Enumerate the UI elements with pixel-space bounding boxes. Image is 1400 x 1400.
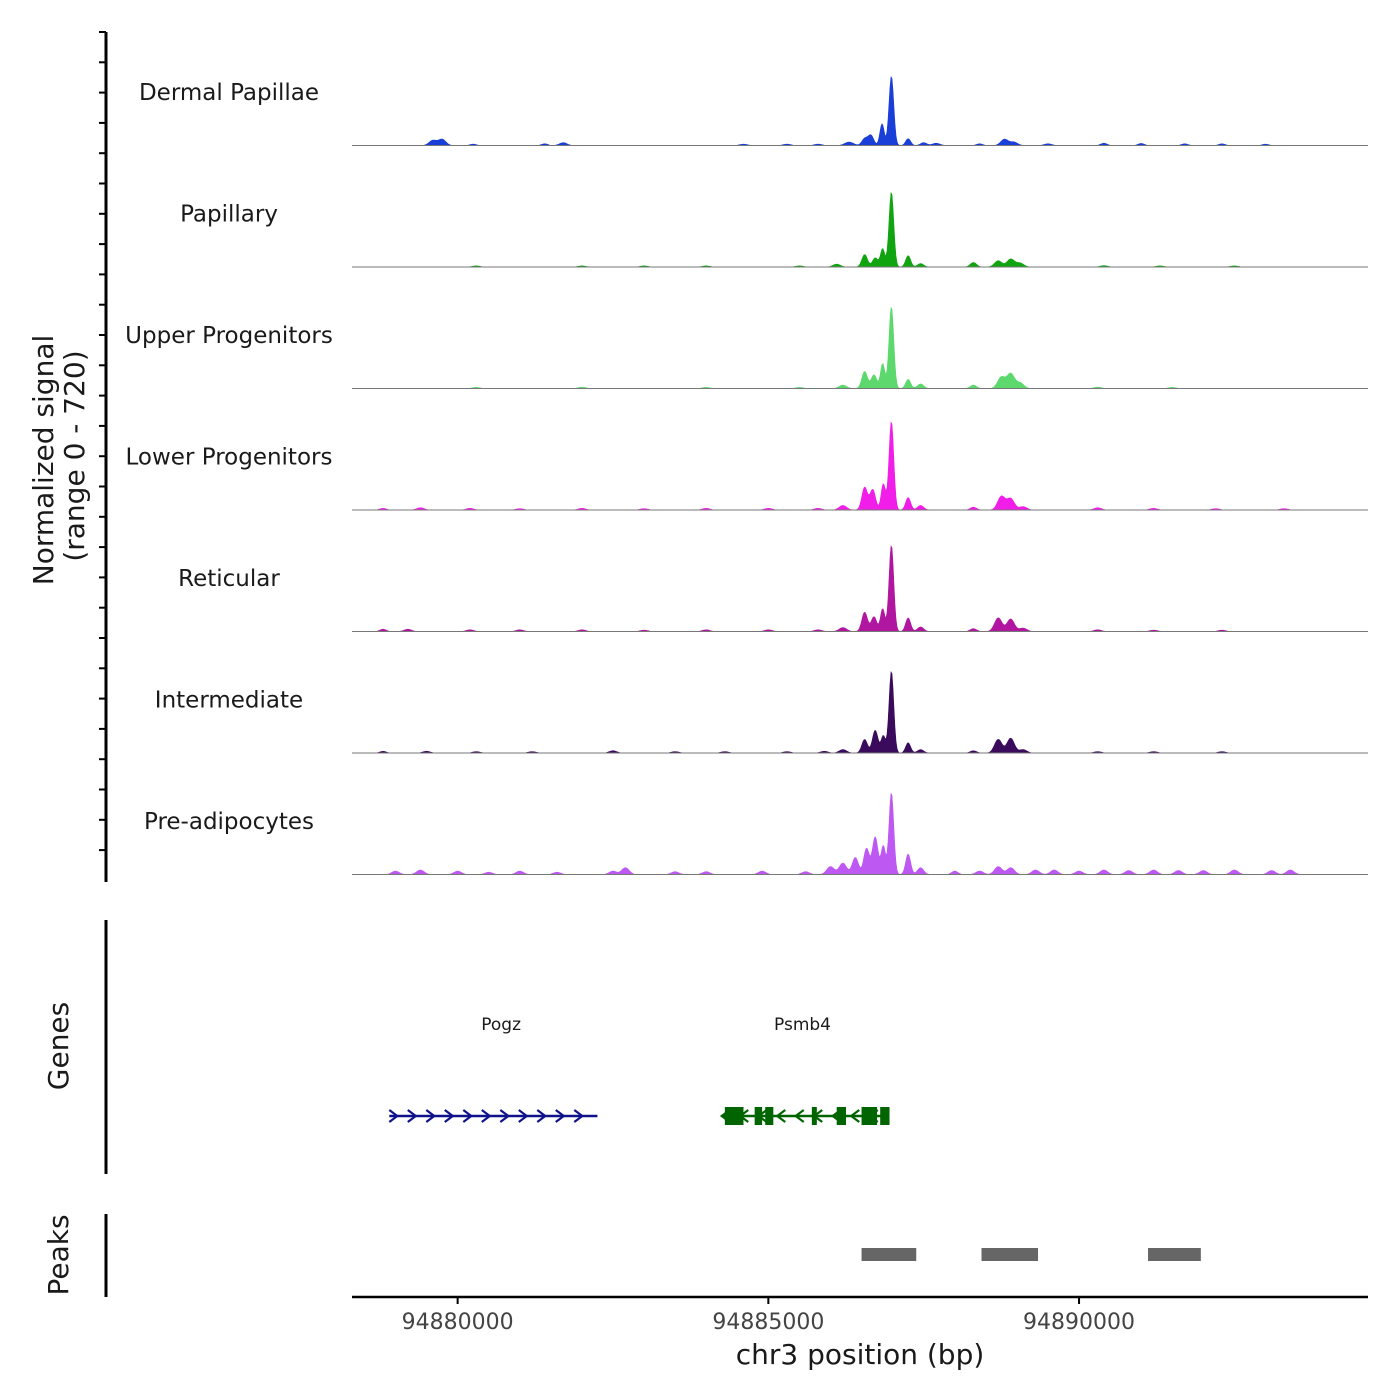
- strand-arrow: [407, 1109, 418, 1123]
- track-intermediate: Intermediate: [155, 671, 1368, 754]
- peak-region: [1148, 1248, 1201, 1261]
- strand-arrow: [481, 1109, 492, 1123]
- signal-area-reticular: [352, 545, 1368, 632]
- genes-track: Genes Pogz Psmb4: [42, 920, 890, 1174]
- peaks-track: Peaks: [42, 1214, 1201, 1297]
- exon: [836, 1107, 847, 1125]
- x-tick-label: 94890000: [1023, 1310, 1135, 1335]
- signal-area-upper-progenitors: [352, 306, 1368, 389]
- signal-area-dermal-papillae: [352, 76, 1368, 146]
- strand-arrow: [555, 1109, 566, 1123]
- track-lower-progenitors: Lower Progenitors: [126, 421, 1368, 511]
- peak-region: [981, 1248, 1039, 1261]
- x-tick-label: 94885000: [712, 1310, 824, 1335]
- exon: [880, 1107, 890, 1125]
- track-label-intermediate: Intermediate: [155, 688, 303, 714]
- exon: [754, 1107, 763, 1125]
- peaks-track-label: Peaks: [42, 1214, 75, 1295]
- genes-track-label: Genes: [42, 1002, 75, 1090]
- strand-arrow: [388, 1109, 400, 1123]
- signal-tracks: Dermal Papillae Papillary Upper Progenitor…: [99, 31, 1368, 882]
- y-axis-title-line1: Normalized signal: [27, 335, 60, 586]
- exon: [861, 1107, 878, 1125]
- exon: [811, 1107, 817, 1125]
- strand-arrow: [849, 1109, 860, 1123]
- strand-arrow: [462, 1109, 474, 1123]
- track-reticular: Reticular: [178, 545, 1368, 632]
- track-label-upper-progenitors: Upper Progenitors: [125, 323, 333, 349]
- exon: [724, 1107, 744, 1125]
- exon: [765, 1107, 774, 1125]
- peak-region: [861, 1248, 917, 1261]
- track-label-lower-progenitors: Lower Progenitors: [126, 445, 333, 471]
- y-axis-title: Normalized signal (range 0 - 720): [27, 335, 91, 586]
- gene-label-pogz: Pogz: [481, 1015, 521, 1035]
- strand-arrow: [793, 1109, 805, 1123]
- strand-arrow: [775, 1109, 786, 1123]
- track-upper-progenitors: Upper Progenitors: [125, 306, 1368, 389]
- signal-area-pre-adipocytes: [352, 792, 1368, 875]
- signal-area-intermediate: [352, 671, 1368, 754]
- strand-arrow: [573, 1109, 585, 1123]
- strand-arrow: [499, 1109, 511, 1123]
- track-label-papillary: Papillary: [180, 202, 278, 228]
- strand-arrow: [536, 1109, 548, 1123]
- track-label-reticular: Reticular: [178, 566, 280, 592]
- x-axis-title: chr3 position (bp): [736, 1338, 985, 1371]
- signal-area-papillary: [352, 191, 1368, 268]
- y-axis-title-line2: (range 0 - 720): [58, 350, 91, 561]
- track-papillary: Papillary: [180, 191, 1368, 268]
- track-label-dermal-papillae: Dermal Papillae: [139, 80, 319, 106]
- gene-pogz: Pogz: [388, 1015, 598, 1123]
- track-dermal-papillae: Dermal Papillae: [139, 76, 1368, 146]
- signal-area-lower-progenitors: [352, 421, 1368, 511]
- strand-arrow: [425, 1109, 437, 1123]
- strand-arrow: [518, 1109, 529, 1123]
- strand-arrow: [444, 1109, 455, 1123]
- gene-psmb4: Psmb4: [719, 1015, 890, 1125]
- x-axis: chr3 position (bp) 94880000 94885000 94890…: [352, 1295, 1368, 1371]
- track-label-pre-adipocytes: Pre-adipocytes: [144, 809, 314, 835]
- gene-label-psmb4: Psmb4: [774, 1015, 831, 1035]
- x-tick-label: 94880000: [402, 1310, 514, 1335]
- track-pre-adipocytes: Pre-adipocytes: [144, 792, 1368, 875]
